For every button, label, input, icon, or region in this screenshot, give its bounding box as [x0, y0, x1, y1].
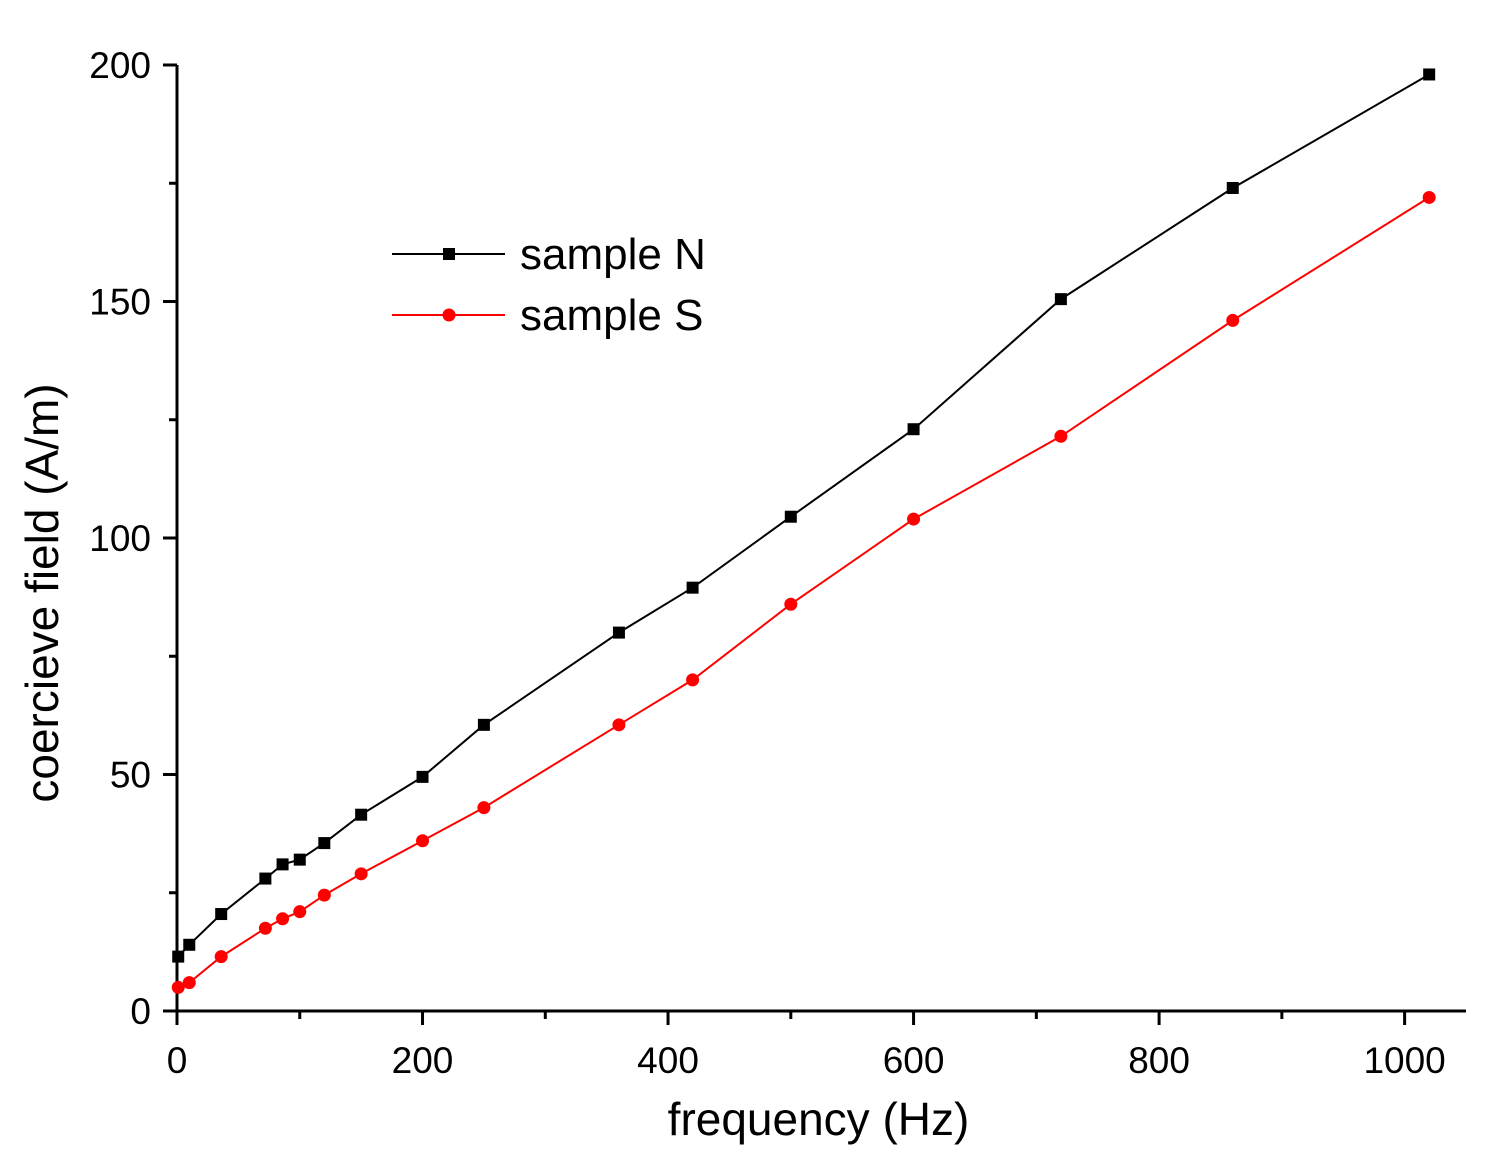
- y-tick-label: 200: [89, 45, 151, 86]
- series-line: [177, 73, 1430, 958]
- legend-label-sample-n: sample N: [520, 230, 706, 279]
- data-point: [317, 888, 331, 902]
- series-line: [177, 196, 1430, 989]
- legend-item-sample-n: sample N: [392, 230, 706, 279]
- x-tick-label: 0: [167, 1040, 188, 1081]
- legend-label-sample-s: sample S: [520, 291, 703, 340]
- data-point: [214, 950, 228, 964]
- data-point: [293, 853, 306, 866]
- x-tick-label: 600: [883, 1040, 945, 1081]
- data-point: [318, 837, 331, 850]
- data-point: [612, 718, 626, 732]
- data-point: [1054, 429, 1068, 443]
- ticks: [163, 63, 1407, 1025]
- data-point: [276, 912, 290, 926]
- series-sample-n: [172, 68, 1436, 963]
- data-point: [276, 858, 289, 871]
- data-point: [907, 512, 921, 526]
- data-point: [354, 867, 368, 881]
- x-tick-label: 400: [637, 1040, 699, 1081]
- legend-marker-sample-n: [443, 248, 455, 260]
- y-tick-label: 50: [110, 755, 151, 796]
- data-point: [259, 872, 272, 885]
- data-point: [182, 976, 196, 990]
- data-point: [1226, 313, 1240, 327]
- data-point: [215, 908, 228, 921]
- data-point: [477, 718, 490, 731]
- data-point: [1226, 181, 1239, 194]
- data-point: [293, 905, 307, 919]
- data-point: [172, 950, 185, 963]
- y-tick-label: 0: [130, 991, 151, 1032]
- data-point: [612, 626, 625, 639]
- legend-item-sample-s: sample S: [392, 291, 703, 340]
- y-tick-label: 150: [89, 282, 151, 323]
- series-sample-s: [171, 190, 1436, 994]
- data-point: [258, 921, 272, 935]
- x-tick-label: 200: [392, 1040, 454, 1081]
- data-point: [686, 581, 699, 594]
- data-point: [416, 834, 430, 848]
- data-point: [686, 673, 700, 687]
- data-point: [784, 597, 798, 611]
- data-point: [355, 808, 368, 821]
- x-axis-title: frequency (Hz): [668, 1093, 970, 1145]
- legend: sample N sample S: [392, 230, 706, 340]
- data-point: [784, 510, 797, 523]
- tick-labels: 0 200 400 600 800 1000 0 50 100 150 200: [89, 45, 1446, 1081]
- data-point: [477, 801, 491, 815]
- data-point: [1054, 293, 1067, 306]
- data-point: [183, 938, 196, 951]
- series-layer: [171, 68, 1436, 994]
- data-point: [1423, 68, 1436, 81]
- data-point: [1422, 190, 1436, 204]
- legend-marker-sample-s: [442, 308, 456, 322]
- x-tick-label: 1000: [1363, 1040, 1445, 1081]
- data-point: [416, 770, 429, 783]
- data-point: [171, 980, 185, 994]
- data-point: [907, 423, 920, 436]
- y-tick-label: 100: [89, 518, 151, 559]
- x-tick-label: 800: [1128, 1040, 1190, 1081]
- y-axis-title: coercieve field (A/m): [16, 383, 68, 802]
